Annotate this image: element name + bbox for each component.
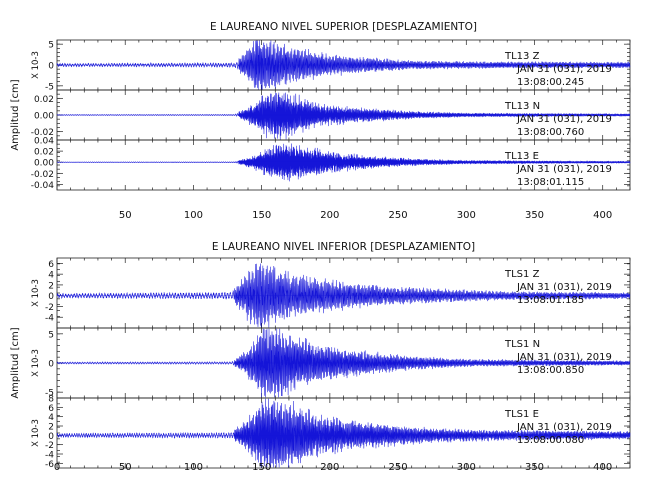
- y-tick-label: -4: [45, 314, 54, 324]
- x-tick-label: 0: [54, 462, 60, 473]
- station-label: TL13 N: [504, 101, 540, 112]
- y-tick-label: 0.00: [34, 159, 54, 169]
- waveform-trace: [56, 143, 631, 182]
- x-tick-label: 200: [320, 210, 339, 221]
- record-time: 13:08:00.080: [517, 435, 584, 446]
- waveform-trace: [56, 328, 631, 398]
- chart-group-2: E LAUREANO NIVEL INFERIOR [DESPLAZAMIENT…: [10, 241, 631, 473]
- y-tick-label: 0.00: [34, 112, 54, 122]
- station-label: TLS1 N: [504, 339, 540, 350]
- record-time: 13:08:00.760: [517, 127, 584, 138]
- y-tick-label: -0.02: [31, 170, 54, 180]
- record-date: JAN 31 (031), 2019: [516, 282, 612, 293]
- y-tick-label: 0: [48, 432, 54, 442]
- y-tick-label: -2: [45, 441, 54, 451]
- y-tick-label: 0.02: [34, 95, 54, 105]
- waveform-trace: [56, 263, 631, 328]
- y-tick-label: -5: [45, 82, 54, 92]
- x-tick-label: 300: [457, 210, 476, 221]
- y-tick-label: 5: [48, 41, 54, 51]
- trace-panel-1: 5 0 -5 X 10-3 TL13 Z JAN 31 (031), 2019 13:08:…: [31, 39, 631, 92]
- x-tick-label: 150: [252, 462, 271, 473]
- y-tick-label: 4: [48, 271, 54, 281]
- y-tick-label: -0.04: [31, 181, 55, 191]
- chart-group-1: E LAUREANO NIVEL SUPERIOR [DESPLAZAMIENT…: [10, 21, 631, 221]
- y-tick-label: 6: [48, 260, 54, 270]
- y-axis-label: Amplitud [cm]: [10, 79, 21, 150]
- record-date: JAN 31 (031), 2019: [516, 352, 612, 363]
- station-label: TLS1 E: [504, 409, 539, 420]
- y-tick-label: -6: [45, 460, 54, 470]
- y-tick-label: 2: [48, 423, 54, 433]
- x-tick-label: 400: [593, 462, 612, 473]
- x-tick-label: 350: [525, 210, 544, 221]
- waveform-trace: [56, 92, 631, 140]
- x-tick-label: 150: [252, 210, 271, 221]
- chart-title: E LAUREANO NIVEL SUPERIOR [DESPLAZAMIENT…: [210, 21, 477, 33]
- station-label: TL13 Z: [504, 51, 540, 62]
- record-time: 13:08:01.185: [517, 295, 584, 306]
- record-time: 13:08:00.245: [517, 77, 584, 88]
- waveform-trace: [56, 398, 631, 468]
- x-tick-label: 50: [119, 462, 132, 473]
- y-tick-label: 8: [48, 395, 54, 405]
- y-tick-label: -0.02: [31, 128, 54, 138]
- y-tick-label: 6: [48, 404, 54, 414]
- y-tick-label: 0.02: [34, 148, 54, 158]
- y-tick-label: 0.04: [34, 137, 54, 147]
- station-label: TL13 E: [504, 151, 539, 162]
- record-time: 13:08:00.850: [517, 365, 584, 376]
- x-tick-label: 200: [320, 462, 339, 473]
- x-tick-label: 50: [119, 210, 132, 221]
- x-tick-label: 100: [184, 462, 203, 473]
- x-tick-label: 350: [525, 462, 544, 473]
- x-tick-label: 300: [457, 462, 476, 473]
- y-tick-label: 5: [48, 330, 54, 340]
- scale-multiplier-label: X 10-3: [31, 279, 41, 307]
- x-tick-label: 250: [389, 210, 408, 221]
- record-date: JAN 31 (031), 2019: [516, 64, 612, 75]
- record-date: JAN 31 (031), 2019: [516, 114, 612, 125]
- record-date: JAN 31 (031), 2019: [516, 164, 612, 175]
- x-tick-label: 400: [593, 210, 612, 221]
- trace-panel-2: 5 0 -5 X 10-3 TLS1 N JAN 31 (031), 2019 13:08:…: [31, 327, 631, 399]
- waveform-trace: [56, 40, 631, 90]
- x-tick-label: 250: [389, 462, 408, 473]
- y-tick-label: 0: [48, 292, 54, 302]
- scale-multiplier-label: X 10-3: [31, 419, 41, 447]
- x-tick-label: 100: [184, 210, 203, 221]
- scale-multiplier-label: X 10-3: [31, 51, 41, 79]
- y-axis-label: Amplitud [cm]: [10, 327, 21, 398]
- y-tick-label: 0: [48, 360, 54, 370]
- scale-multiplier-label: X 10-3: [31, 349, 41, 377]
- y-tick-label: -4: [45, 451, 54, 461]
- record-date: JAN 31 (031), 2019: [516, 422, 612, 433]
- trace-panel-2: 0.02 0.00 -0.02 TL13 N JAN 31 (031), 2019 13:…: [31, 89, 631, 141]
- chart-title: E LAUREANO NIVEL INFERIOR [DESPLAZAMIENT…: [212, 241, 475, 253]
- y-tick-label: -5: [45, 389, 54, 399]
- record-time: 13:08:01.115: [517, 177, 584, 188]
- trace-panel-3: 0.040.020.00-0.02-0.04 TL13 E JAN 31 (031)…: [31, 137, 631, 191]
- y-tick-label: 0: [48, 62, 54, 72]
- station-label: TLS1 Z: [504, 269, 540, 280]
- y-tick-label: -2: [45, 303, 54, 313]
- y-tick-label: 2: [48, 281, 54, 291]
- y-tick-label: 4: [48, 413, 54, 423]
